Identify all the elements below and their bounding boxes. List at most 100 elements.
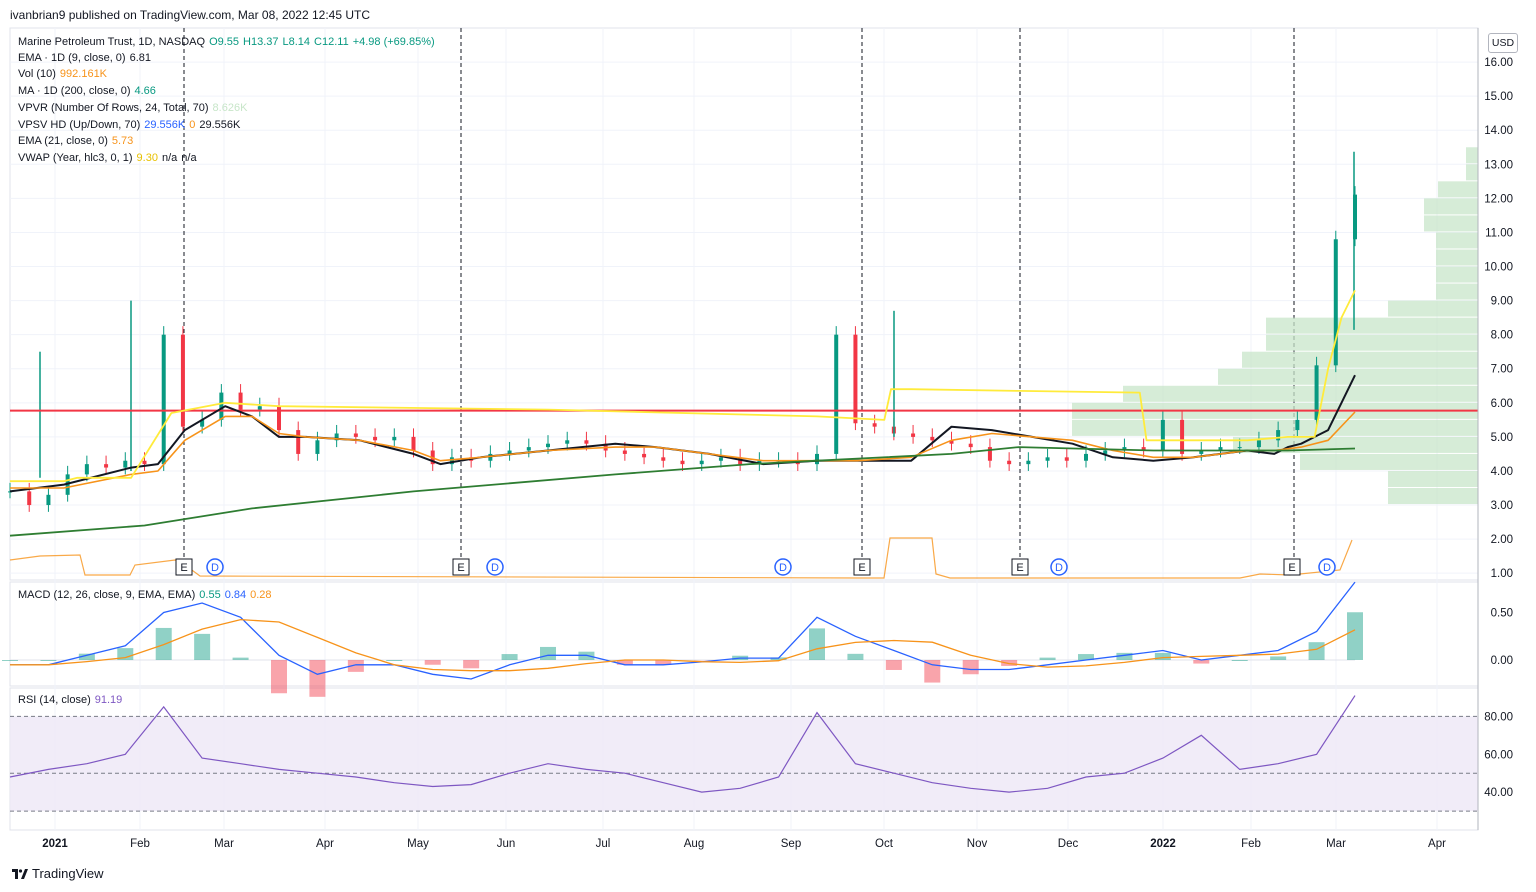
candle-body xyxy=(488,453,493,461)
dividend-marker[interactable]: D xyxy=(1050,558,1068,576)
marker-label: E xyxy=(180,562,187,574)
legend-low: L8.14 xyxy=(282,36,311,48)
legend-change: +4.98 (+69.85%) xyxy=(352,36,435,48)
candle-body xyxy=(622,450,627,454)
legend-vol-value: 992.161K xyxy=(59,68,108,80)
legend-vwap[interactable]: VWAP (Year, hlc3, 0, 1) 9.30 n/a n/a xyxy=(18,150,201,166)
volume-profile-row xyxy=(1266,317,1478,334)
legend-rsi[interactable]: RSI (14, close) 91.19 xyxy=(18,692,126,708)
tradingview-footer[interactable]: TradingView xyxy=(12,866,104,881)
earnings-marker-box xyxy=(1283,558,1301,576)
candle-body xyxy=(584,440,589,444)
candle-body xyxy=(277,406,281,431)
volume-line xyxy=(9,537,1353,579)
candle-body xyxy=(565,440,570,444)
legend-vpvr[interactable]: VPVR (Number Of Rows, 24, Total, 70) 8.62… xyxy=(18,100,251,116)
macd-histogram-bar xyxy=(347,660,364,672)
candle-body xyxy=(1160,419,1165,451)
macd-histogram-bar xyxy=(809,628,825,660)
earnings-marker[interactable]: E xyxy=(175,558,193,576)
legend-vpsv[interactable]: VPSV HD (Up/Down, 70) 29.556K 0 29.556K xyxy=(18,117,244,133)
time-tick-label: May xyxy=(407,838,429,850)
time-tick-label: Oct xyxy=(875,838,894,850)
indicator-lines xyxy=(9,289,1478,537)
legend-macd[interactable]: MACD (12, 26, close, 9, EMA, EMA) 0.55 0.8… xyxy=(18,587,276,603)
price-tick-label: 10.00 xyxy=(1484,262,1513,274)
dividend-marker[interactable]: D xyxy=(486,558,504,576)
earnings-marker[interactable]: E xyxy=(1283,558,1301,576)
candle-body xyxy=(1256,440,1261,448)
series-line-3 xyxy=(10,289,1356,483)
legend-vol[interactable]: Vol (10) 992.161K xyxy=(18,66,111,82)
event-markers[interactable]: E E E E ED D D D D xyxy=(175,558,1336,576)
legend-ema21[interactable]: EMA (21, close, 0) 5.73 xyxy=(18,133,137,149)
macd-histogram-bar xyxy=(1231,660,1248,661)
legend-vpsv-v1: 29.556K xyxy=(144,119,186,131)
candle-body xyxy=(200,419,205,427)
time-tick-label: 2021 xyxy=(42,838,68,850)
candle-body xyxy=(507,450,512,454)
price-tick-label: 3.00 xyxy=(1491,500,1513,512)
candle-body xyxy=(853,334,858,424)
dividend-marker[interactable]: D xyxy=(206,558,224,576)
dividend-marker[interactable]: D xyxy=(774,558,792,576)
price-tick-label: 16.00 xyxy=(1484,57,1513,69)
legend-ema9[interactable]: EMA · 1D (9, close, 0) 6.81 xyxy=(18,50,155,66)
candle-body xyxy=(546,443,550,448)
legend-vpvr-label: VPVR (Number Of Rows, 24, Total, 70) xyxy=(18,102,209,114)
macd-histogram-bar xyxy=(540,646,556,660)
candle-body xyxy=(219,392,224,420)
marker-label: D xyxy=(491,562,499,574)
price-tick-label: 15.00 xyxy=(1484,91,1513,103)
legend-vwap-n2: n/a xyxy=(181,152,197,164)
legend-ma200-value: 4.66 xyxy=(134,85,156,97)
candle-body xyxy=(238,392,243,410)
candle-body xyxy=(104,464,109,468)
volume-profile-row xyxy=(1266,334,1478,351)
macd-histogram-bar xyxy=(424,660,441,665)
candle-body xyxy=(834,334,839,454)
earnings-marker[interactable]: E xyxy=(853,558,871,576)
marker-label: E xyxy=(858,562,865,574)
volume-profile-row xyxy=(1388,470,1478,487)
candle-body xyxy=(392,436,397,441)
price-tick-label: 11.00 xyxy=(1485,227,1513,239)
volume-profile-row xyxy=(1466,164,1478,181)
time-tick-label: Feb xyxy=(1241,838,1261,850)
marker-label: E xyxy=(1016,562,1023,574)
marker-label: D xyxy=(779,562,787,574)
earnings-marker[interactable]: E xyxy=(1011,558,1029,576)
candle-body xyxy=(718,457,723,461)
legend-vpsv-v3: 29.556K xyxy=(199,119,241,131)
candle-body xyxy=(911,433,916,437)
candle-body xyxy=(1141,447,1146,451)
candle-body xyxy=(142,460,147,465)
tradingview-logo-icon xyxy=(12,869,28,879)
published-header: ivanbrian9 published on TradingView.com,… xyxy=(10,8,370,22)
legend-ma200[interactable]: MA · 1D (200, close, 0) 4.66 xyxy=(18,83,160,99)
price-tick-label: 6.00 xyxy=(1491,398,1513,410)
macd-histogram-bar xyxy=(1078,654,1094,660)
footer-brand: TradingView xyxy=(32,866,104,881)
earnings-marker[interactable]: E xyxy=(452,558,470,576)
volume-profile-row xyxy=(1242,351,1478,368)
macd-histogram-bar xyxy=(194,633,211,660)
legend-macd-v1: 0.55 xyxy=(199,589,221,601)
candle-body xyxy=(1026,460,1031,465)
rsi-pane xyxy=(9,695,1478,812)
macd-histogram-bar xyxy=(232,657,249,660)
candle-body xyxy=(1314,365,1319,420)
rsi-line xyxy=(9,695,1356,793)
price-tick-label: 8.00 xyxy=(1491,330,1513,342)
candle-body xyxy=(1276,430,1281,441)
macd-histogram-bar xyxy=(271,660,287,694)
volume-profile-row xyxy=(1424,215,1478,232)
macd-histogram-bar xyxy=(847,653,864,660)
legend-ema21-label: EMA (21, close, 0) xyxy=(18,135,108,147)
legend-vpsv-v2: 0 xyxy=(189,119,196,131)
volume-line xyxy=(9,537,1353,579)
candle-body xyxy=(1180,419,1185,454)
dividend-marker[interactable]: D xyxy=(1318,558,1336,576)
currency-button[interactable]: USD xyxy=(1488,33,1518,53)
